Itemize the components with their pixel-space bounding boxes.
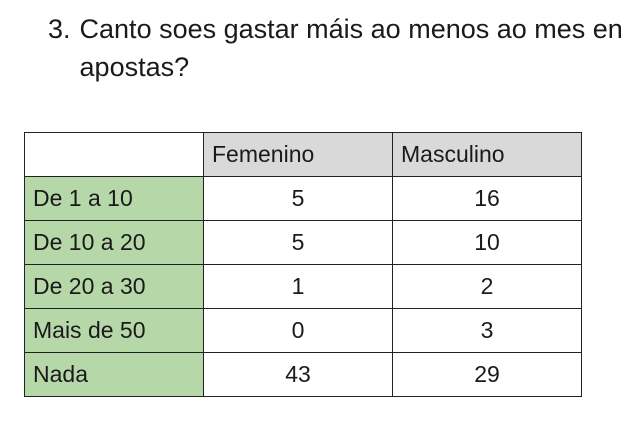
cell-value: 5 bbox=[203, 176, 393, 221]
table-row: Mais de 50 0 3 bbox=[24, 308, 582, 353]
row-label: De 1 a 10 bbox=[24, 176, 204, 221]
header-row: Femenino Masculino bbox=[24, 132, 582, 177]
cell-value: 43 bbox=[203, 352, 393, 397]
cell-value: 2 bbox=[392, 264, 582, 309]
cell-value: 5 bbox=[203, 220, 393, 265]
table-row: De 1 a 10 5 16 bbox=[24, 176, 582, 221]
question-text: Canto soes gastar máis ao menos ao mes e… bbox=[79, 14, 623, 82]
cell-value: 0 bbox=[203, 308, 393, 353]
cell-value: 29 bbox=[392, 352, 582, 397]
corner-cell bbox=[24, 132, 204, 177]
row-label: Mais de 50 bbox=[24, 308, 204, 353]
cell-value: 16 bbox=[392, 176, 582, 221]
table-row: De 20 a 30 1 2 bbox=[24, 264, 582, 309]
table-row: Nada 43 29 bbox=[24, 352, 582, 397]
data-table: Femenino Masculino De 1 a 10 5 16 De 10 … bbox=[24, 132, 582, 397]
cell-value: 10 bbox=[392, 220, 582, 265]
column-header-masculino: Masculino bbox=[392, 132, 582, 177]
question-number: 3. bbox=[48, 14, 71, 44]
cell-value: 1 bbox=[203, 264, 393, 309]
row-label: Nada bbox=[24, 352, 204, 397]
column-header-femenino: Femenino bbox=[203, 132, 393, 177]
row-label: De 10 a 20 bbox=[24, 220, 204, 265]
table-row: De 10 a 20 5 10 bbox=[24, 220, 582, 265]
cell-value: 3 bbox=[392, 308, 582, 353]
question-heading: 3. Canto soes gastar máis ao menos ao me… bbox=[48, 10, 628, 86]
row-label: De 20 a 30 bbox=[24, 264, 204, 309]
